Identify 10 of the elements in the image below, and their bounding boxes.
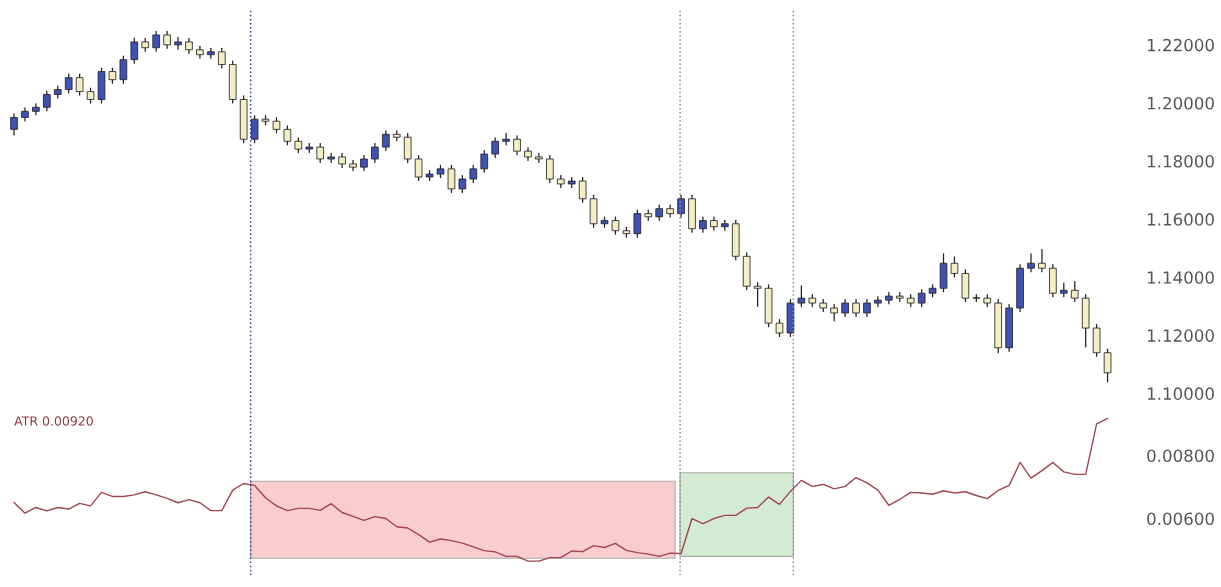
annotation: ATR 0.00920: [14, 416, 93, 426]
y-tick-label: 1.14000: [1147, 271, 1214, 284]
y-tick-label: 1.18000: [1147, 154, 1214, 168]
y-tick-label: 1.20000: [1147, 96, 1214, 110]
y-tick-label: 0.00600: [1147, 512, 1214, 526]
y-tick-label: 1.16000: [1147, 213, 1214, 226]
y-tick-label: 1.10000: [1147, 387, 1214, 400]
y-tick-label: 0.00800: [1147, 449, 1214, 463]
y-tick-label: 1.22000: [1147, 38, 1214, 52]
y-tick-label: 1.12000: [1147, 329, 1214, 342]
